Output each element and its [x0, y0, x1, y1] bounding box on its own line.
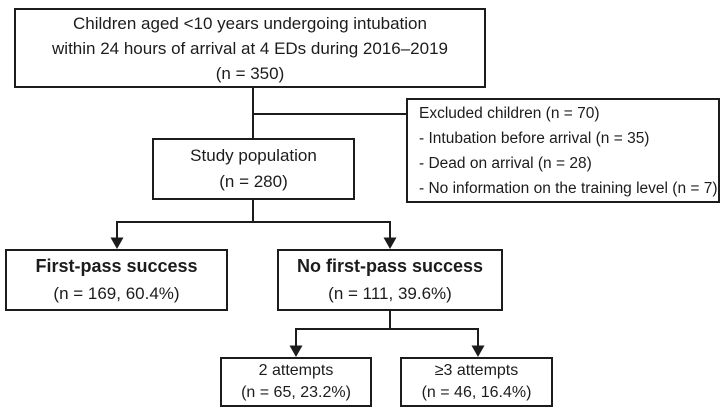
- three-plus-attempts-count: (n = 46, 16.4%): [421, 384, 532, 401]
- no-first-pass-success-count: (n = 111, 39.6%): [328, 284, 452, 303]
- enrollment-text-line1: Children aged <10 years undergoing intub…: [73, 13, 427, 33]
- excluded-title: Excluded children (n = 70): [419, 104, 600, 122]
- excluded-box: Excluded children (n = 70) - Intubation …: [406, 98, 720, 203]
- excluded-item-dead: - Dead on arrival (n = 28): [419, 154, 592, 172]
- first-pass-success-count: (n = 169, 60.4%): [53, 284, 180, 303]
- study-population-count: (n = 280): [219, 172, 288, 191]
- study-population-box: Study population (n = 280): [152, 138, 355, 200]
- two-attempts-count: (n = 65, 23.2%): [241, 384, 351, 401]
- no-first-pass-success-box: No first-pass success (n = 111, 39.6%): [277, 249, 503, 311]
- excluded-item-intubation: - Intubation before arrival (n = 35): [419, 129, 650, 147]
- three-plus-attempts-box: ≥3 attempts (n = 46, 16.4%): [400, 357, 553, 407]
- enrollment-text-line2: within 24 hours of arrival at 4 EDs duri…: [52, 38, 448, 58]
- two-attempts-label: 2 attempts: [258, 362, 334, 379]
- two-attempts-box: 2 attempts (n = 65, 23.2%): [220, 357, 372, 407]
- study-population-label: Study population: [190, 146, 317, 165]
- no-first-pass-success-title: No first-pass success: [296, 256, 484, 276]
- arrowhead-two-attempts: [289, 345, 303, 357]
- first-pass-success-title: First-pass success: [35, 256, 198, 276]
- enrollment-count: (n = 350): [215, 63, 285, 83]
- arrowhead-first-pass: [110, 237, 124, 249]
- first-pass-success-box: First-pass success (n = 169, 60.4%): [5, 249, 228, 311]
- excluded-item-no-info: - No information on the training level (…: [419, 179, 718, 197]
- arrowhead-no-first-pass: [383, 237, 397, 249]
- enrollment-box: Children aged <10 years undergoing intub…: [14, 8, 486, 88]
- three-plus-attempts-label: ≥3 attempts: [434, 362, 519, 379]
- arrowhead-three-attempts: [471, 345, 485, 357]
